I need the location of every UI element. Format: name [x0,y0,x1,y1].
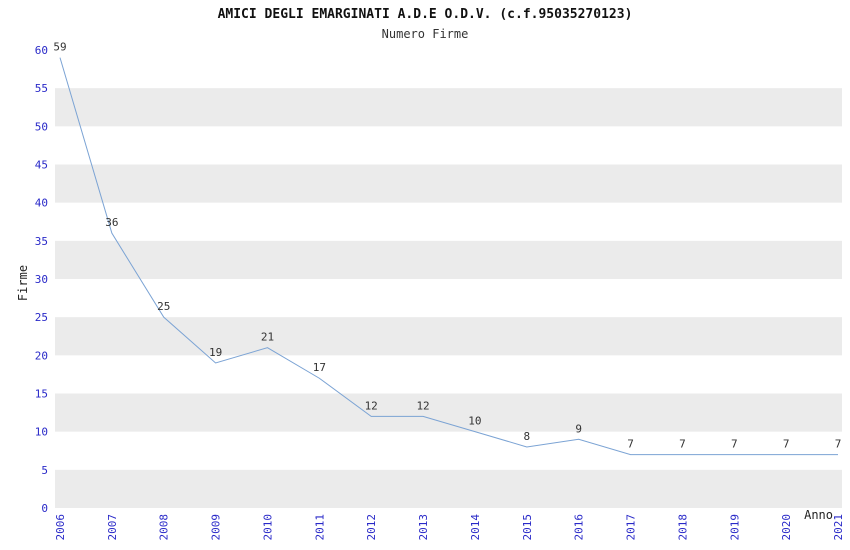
axis-ticks-layer: 0 5 10 15 20 25 30 35 40 45 50 55 60 2006 2007 2008 2009… [35,44,845,541]
y-tick-label: 55 [35,82,48,95]
y-tick-label: 10 [35,426,48,439]
grid-band [55,164,842,203]
grid-band [55,393,842,432]
x-tick-label: 2019 [728,514,741,541]
data-point-label: 7 [679,438,686,451]
x-tick-label: 2006 [54,514,67,541]
x-tick-label: 2013 [417,514,430,541]
x-tick-label: 2021 [832,514,845,541]
y-tick-label: 40 [35,197,48,210]
data-point-label: 9 [575,422,582,435]
grid-band [55,88,842,127]
data-point-label: 17 [313,361,326,374]
x-tick-label: 2020 [780,514,793,541]
y-tick-label: 0 [41,502,48,515]
chart-subtitle: Numero Firme [382,27,469,41]
x-axis-title: Anno [804,508,833,522]
y-tick-label: 60 [35,44,48,57]
data-point-label: 7 [783,438,790,451]
x-tick-label: 2015 [521,514,534,541]
data-point-label: 7 [731,438,738,451]
data-point-label: 10 [468,415,481,428]
y-tick-label: 25 [35,311,48,324]
y-tick-label: 20 [35,349,48,362]
data-point-label: 12 [365,399,378,412]
grid-band [55,469,842,508]
x-tick-label: 2016 [573,514,586,541]
data-point-label: 21 [261,331,274,344]
x-tick-label: 2017 [625,514,638,541]
data-point-label: 8 [523,430,530,443]
x-tick-label: 2007 [106,514,119,541]
y-axis-title: Firme [16,265,30,301]
x-tick-label: 2011 [313,514,326,541]
y-tick-label: 35 [35,235,48,248]
x-tick-label: 2008 [158,514,171,541]
x-tick-label: 2014 [469,514,482,541]
y-tick-label: 50 [35,120,48,133]
x-tick-label: 2010 [261,514,274,541]
data-point-label: 7 [835,438,842,451]
data-point-label: 12 [416,399,429,412]
data-labels-layer: 59 36 25 19 21 17 12 12 10 8 9 7 7 7 7 7 [53,41,841,451]
y-tick-label: 45 [35,159,48,172]
data-point-label: 36 [105,216,118,229]
series-layer [59,57,838,456]
data-point-label: 7 [627,438,634,451]
grid-band [55,240,842,279]
x-tick-label: 2009 [210,514,223,541]
series-line [59,57,838,456]
chart-title: AMICI DEGLI EMARGINATI A.D.E O.D.V. (c.f… [218,7,633,22]
data-point-label: 25 [157,300,170,313]
grid-band [55,317,842,356]
grid-bands-layer [55,88,842,508]
data-point-label: 19 [209,346,222,359]
x-tick-label: 2018 [676,514,689,541]
x-tick-label: 2012 [365,514,378,541]
y-tick-label: 30 [35,273,48,286]
y-tick-label: 15 [35,388,48,401]
y-tick-label: 5 [41,464,48,477]
data-point-label: 59 [53,41,66,54]
